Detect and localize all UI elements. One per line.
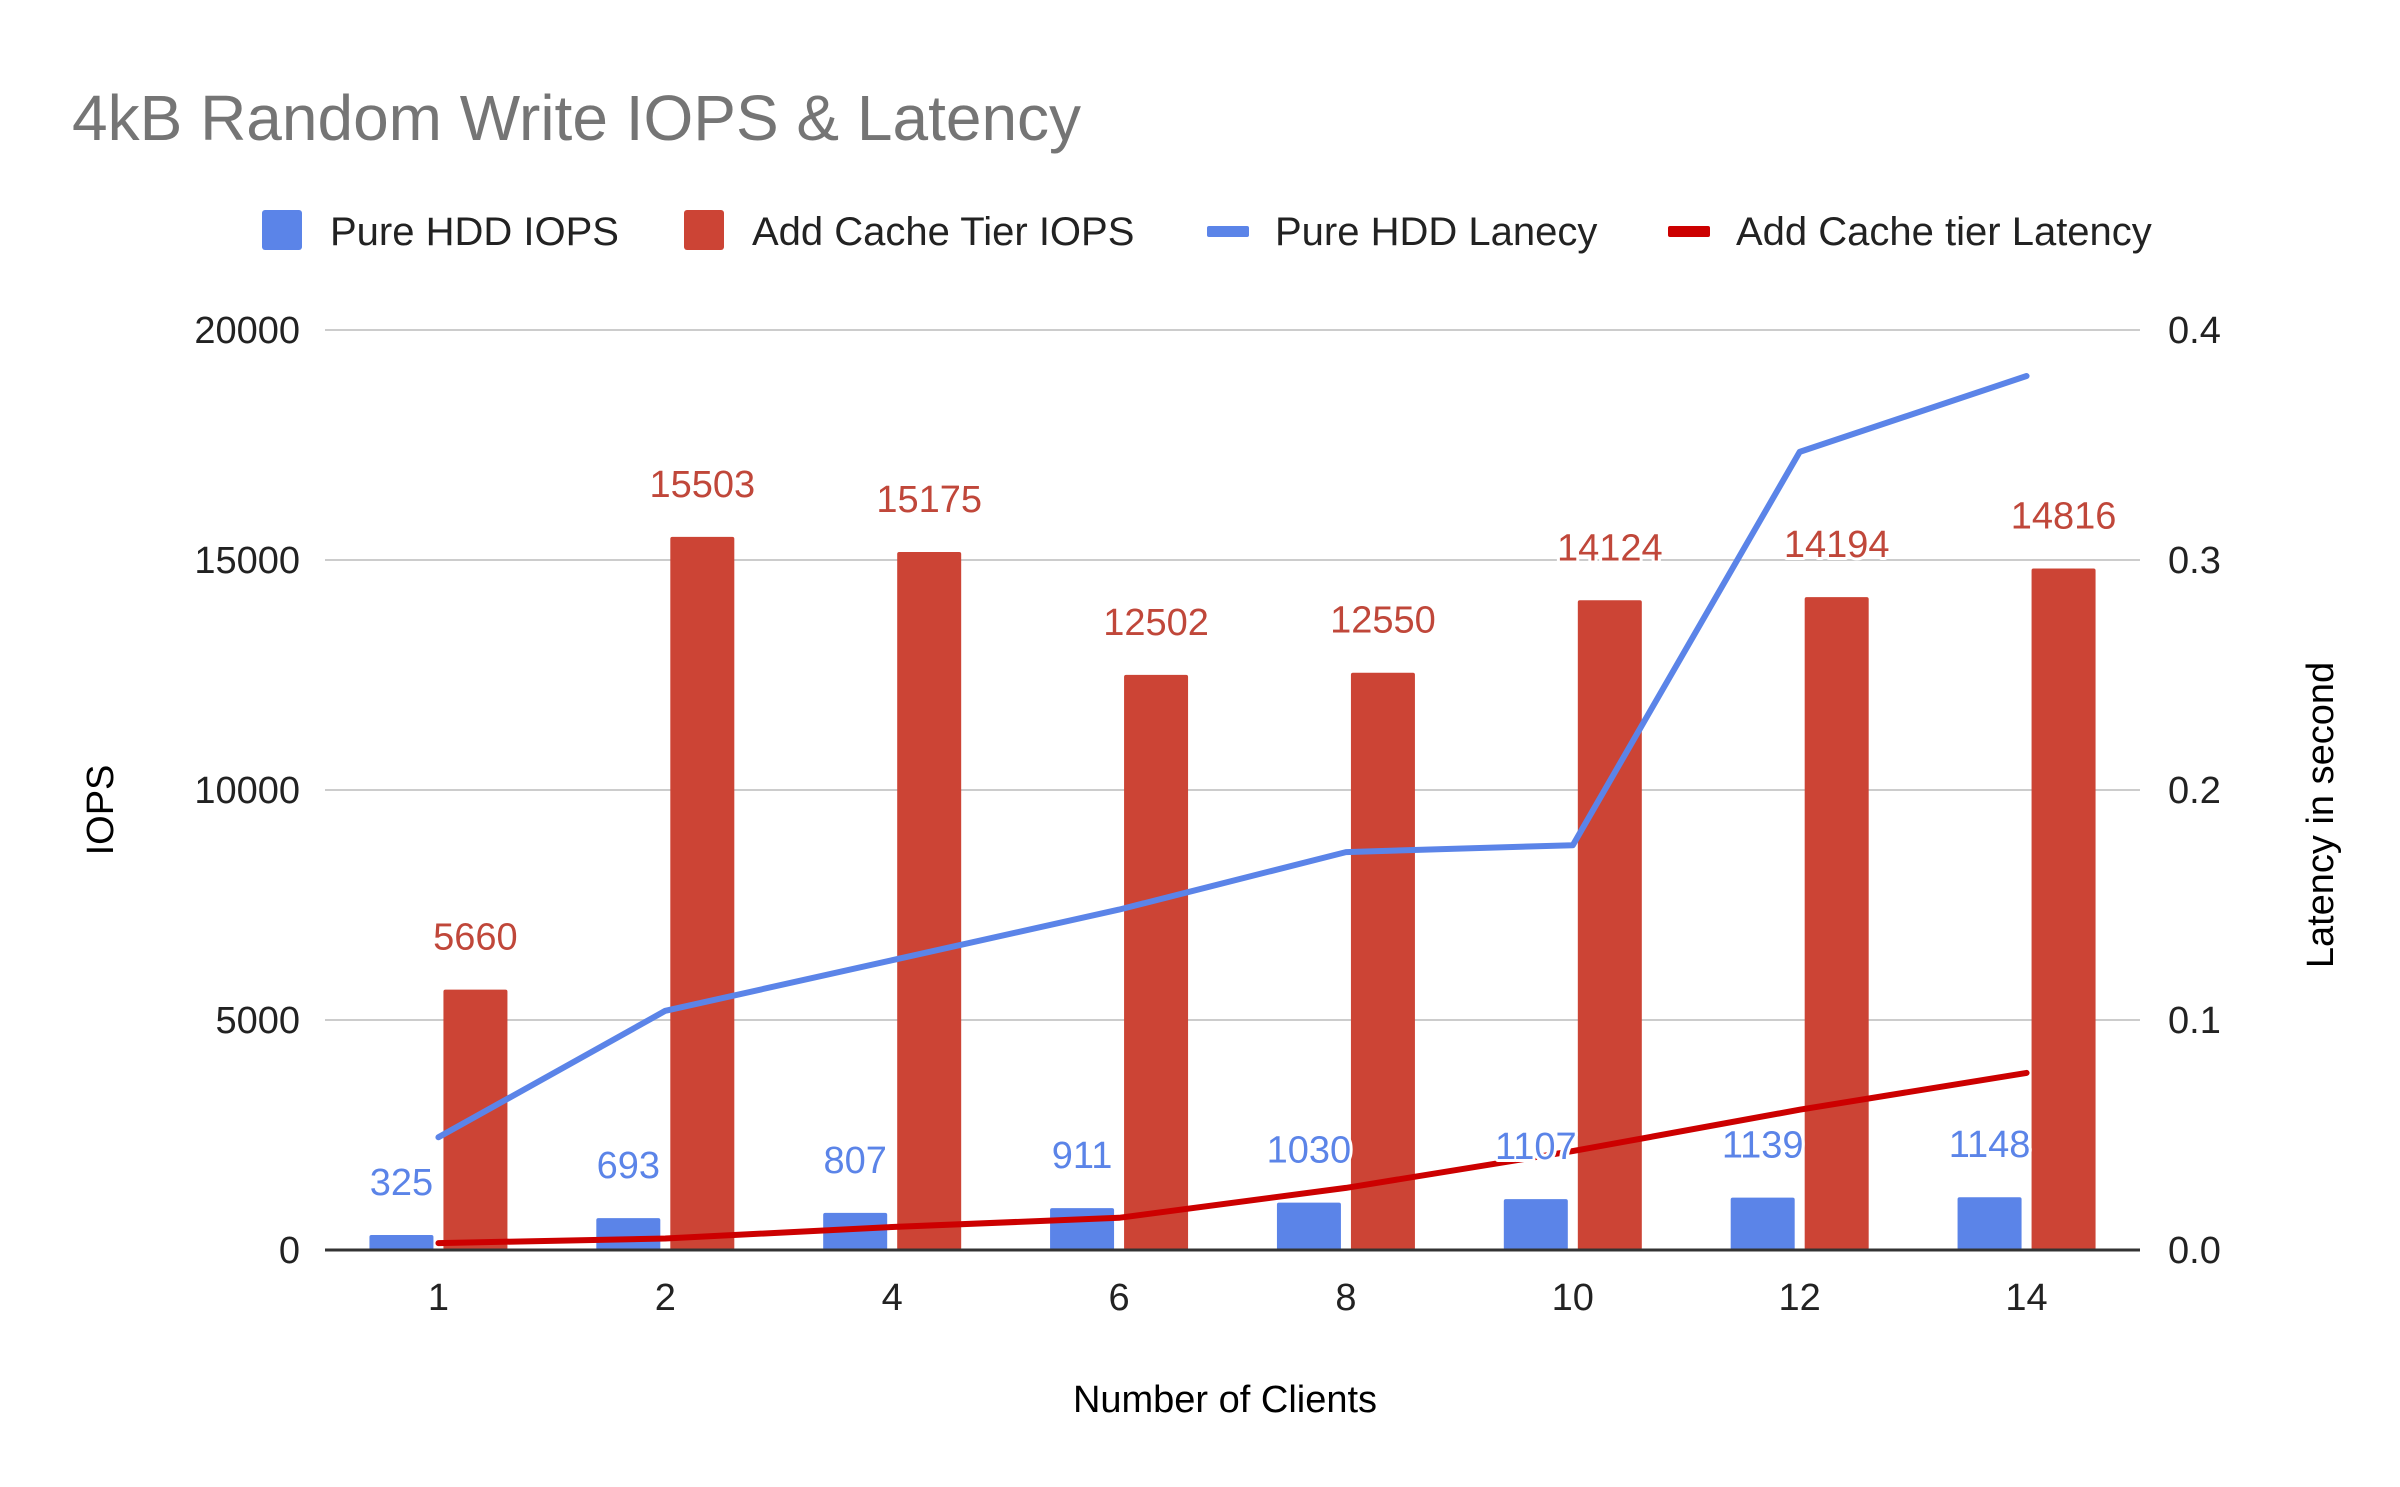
lines (435, 373, 2030, 1247)
x-tick-label: 10 (1552, 1277, 1594, 1319)
bar-cache-tier-iops (1124, 674, 1189, 1250)
y-tick-label: 20000 (194, 310, 300, 352)
data-label: 15175 (876, 479, 982, 521)
x-tick-label: 12 (1779, 1277, 1821, 1319)
data-label: 1107 (1495, 1126, 1577, 1168)
y-axis-title: IOPS (80, 765, 122, 856)
data-label: 1139 (1722, 1125, 1804, 1167)
line-cache-tier-latency (435, 1069, 2030, 1247)
bar-pure-hdd-iops (596, 1218, 661, 1250)
data-label: 14124 (1557, 527, 1663, 569)
legend-swatch-3 (1668, 226, 1710, 237)
bar-pure-hdd-iops (1276, 1202, 1341, 1250)
bar-pure-hdd-iops (1730, 1197, 1795, 1250)
y2-tick-label: 0.1 (2168, 1000, 2221, 1042)
y2-tick-label: 0.0 (2168, 1230, 2221, 1272)
y-tick-label: 15000 (194, 540, 300, 582)
bar-cache-tier-iops (1804, 597, 1869, 1250)
y2-tick-label: 0.3 (2168, 540, 2221, 582)
legend: Pure HDD IOPS Add Cache Tier IOPS Pure HDD… (262, 210, 2152, 254)
legend-label: Add Cache tier Latency (1736, 210, 2152, 254)
bar-pure-hdd-iops (1050, 1208, 1115, 1250)
y2-axis-title: Latency in second (2300, 662, 2342, 968)
bar-cache-tier-iops (897, 551, 962, 1250)
data-label: 14816 (2011, 495, 2117, 537)
bar-cache-tier-iops (670, 536, 735, 1250)
data-label: 325 (370, 1162, 433, 1204)
x-tick-label: 4 (882, 1277, 903, 1319)
data-label: 12502 (1103, 602, 1209, 644)
bar-pure-hdd-iops (1503, 1199, 1568, 1250)
y2-tick-label: 0.4 (2168, 310, 2221, 352)
y-tick-label: 5000 (215, 1000, 300, 1042)
x-tick-label: 8 (1335, 1277, 1356, 1319)
data-label: 15503 (649, 464, 755, 506)
y-tick-label: 0 (279, 1230, 300, 1272)
bar-pure-hdd-iops (1957, 1197, 2022, 1250)
legend-swatch-2 (1207, 226, 1249, 237)
x-tick-label: 2 (655, 1277, 676, 1319)
data-label: 1030 (1267, 1130, 1352, 1172)
y-tick-label: 10000 (194, 770, 300, 812)
y2-tick-label: 0.2 (2168, 770, 2221, 812)
data-label: 911 (1052, 1135, 1113, 1177)
legend-swatch-0 (262, 210, 302, 250)
x-tick-label: 1 (428, 1277, 449, 1319)
data-label: 5660 (433, 917, 518, 959)
x-tick-label: 14 (2005, 1277, 2047, 1319)
x-axis-title: Number of Clients (1073, 1379, 1377, 1421)
data-label: 693 (597, 1145, 660, 1187)
data-label: 14194 (1784, 524, 1890, 566)
bar-cache-tier-iops (1350, 672, 1415, 1250)
data-labels: 325 693 807 911 1030 1107 1139 1148 5660 15503 151… (367, 461, 2120, 1207)
bars (369, 536, 2096, 1250)
bar-cache-tier-iops (2031, 568, 2096, 1250)
bar-pure-hdd-iops (369, 1235, 434, 1250)
legend-label: Pure HDD IOPS (330, 210, 619, 254)
legend-label: Add Cache Tier IOPS (752, 210, 1134, 254)
x-tick-label: 6 (1108, 1277, 1129, 1319)
chart-title: 4kB Random Write IOPS & Latency (72, 82, 1081, 154)
legend-label: Pure HDD Lanecy (1275, 210, 1597, 254)
bar-cache-tier-iops (1577, 600, 1642, 1250)
data-label: 12550 (1330, 600, 1436, 642)
line-pure-hdd-latency (435, 373, 2030, 1141)
legend-swatch-1 (684, 210, 724, 250)
data-label: 807 (823, 1140, 886, 1182)
data-label: 1148 (1949, 1124, 2031, 1166)
